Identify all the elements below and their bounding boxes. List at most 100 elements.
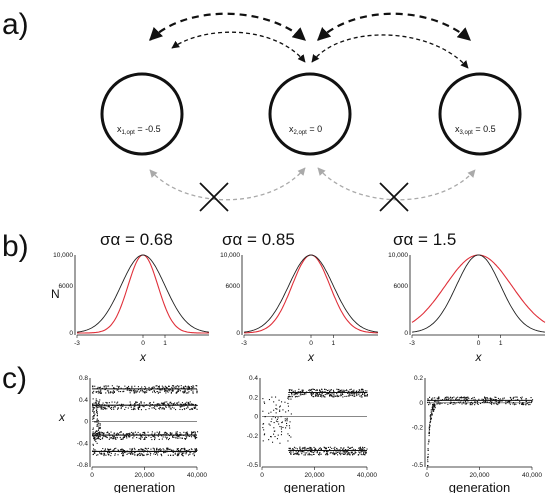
data-point: [104, 408, 106, 410]
data-point: [339, 452, 341, 454]
data-point: [188, 454, 190, 456]
data-point: [175, 431, 177, 433]
data-point: [364, 393, 366, 395]
data-point: [301, 451, 303, 453]
data-point: [95, 401, 97, 403]
data-point: [169, 448, 171, 450]
data-point: [185, 432, 187, 434]
data-point: [178, 389, 180, 391]
data-point: [126, 433, 128, 435]
data-point: [107, 431, 109, 433]
data-point: [428, 427, 430, 429]
data-point: [480, 402, 482, 404]
data-point: [450, 398, 452, 400]
data-point: [169, 389, 171, 391]
data-point: [105, 401, 107, 403]
data-point: [427, 448, 429, 450]
data-point: [288, 389, 290, 391]
data-point: [106, 432, 108, 434]
data-point: [431, 398, 433, 400]
data-point: [429, 417, 431, 419]
data-point: [97, 405, 99, 407]
data-point: [287, 397, 289, 399]
data-point: [300, 391, 302, 393]
data-point: [330, 395, 332, 397]
data-point: [350, 391, 352, 393]
data-point: [117, 401, 119, 403]
data-point: [185, 402, 187, 404]
data-point: [315, 395, 317, 397]
data-point: [281, 401, 283, 403]
data-point: [124, 452, 126, 454]
data-point: [187, 387, 189, 389]
data-point: [316, 392, 318, 394]
data-point: [169, 390, 171, 392]
data-point: [171, 403, 173, 405]
data-point: [100, 392, 102, 394]
data-point: [531, 400, 533, 402]
data-point: [284, 420, 286, 422]
data-point: [104, 407, 106, 409]
data-point: [491, 401, 493, 403]
data-point: [106, 437, 108, 439]
data-point: [132, 452, 134, 454]
x-tick-label: 0: [260, 472, 264, 479]
data-point: [359, 446, 361, 448]
data-point: [137, 386, 139, 388]
data-point: [428, 433, 430, 435]
data-point: [149, 405, 151, 407]
data-point: [360, 448, 362, 450]
data-point: [142, 389, 144, 391]
data-point: [177, 390, 179, 392]
data-point: [352, 453, 354, 455]
data-point: [97, 392, 99, 394]
data-point: [291, 396, 293, 398]
data-point: [120, 408, 122, 410]
data-point: [297, 453, 299, 455]
data-point: [430, 409, 432, 411]
data-point: [331, 452, 333, 454]
data-point: [285, 411, 287, 413]
data-point: [171, 432, 173, 434]
data-point: [350, 452, 352, 454]
data-point: [429, 420, 431, 422]
data-point: [140, 453, 142, 455]
data-point: [278, 399, 280, 401]
data-point: [113, 391, 115, 393]
data-point: [97, 421, 99, 423]
data-point: [99, 427, 101, 429]
data-point: [363, 454, 365, 456]
data-point: [159, 449, 161, 451]
data-point: [465, 403, 467, 405]
data-point: [192, 432, 194, 434]
data-point: [366, 394, 368, 396]
data-point: [192, 390, 194, 392]
data-point: [129, 452, 131, 454]
data-point: [169, 432, 171, 434]
data-point: [137, 453, 139, 455]
data-point: [351, 395, 353, 397]
data-point: [186, 431, 188, 433]
deme-3-label: x3,opt = 0.5: [455, 124, 496, 136]
data-point: [115, 438, 117, 440]
data-point: [138, 408, 140, 410]
data-point: [195, 405, 197, 407]
data-point: [273, 409, 275, 411]
data-point: [433, 410, 435, 412]
data-point: [186, 432, 188, 434]
data-point: [510, 398, 512, 400]
data-point: [150, 436, 152, 438]
data-point: [177, 453, 179, 455]
data-point: [353, 395, 355, 397]
data-point: [287, 396, 289, 398]
data-point: [282, 426, 284, 428]
data-point: [138, 405, 140, 407]
data-point: [149, 402, 151, 404]
data-point: [321, 393, 323, 395]
y-tick-label: 0: [84, 419, 88, 426]
data-point: [103, 407, 105, 409]
data-point: [100, 431, 102, 433]
data-point: [494, 396, 496, 398]
data-point: [521, 403, 523, 405]
data-point: [143, 402, 145, 404]
